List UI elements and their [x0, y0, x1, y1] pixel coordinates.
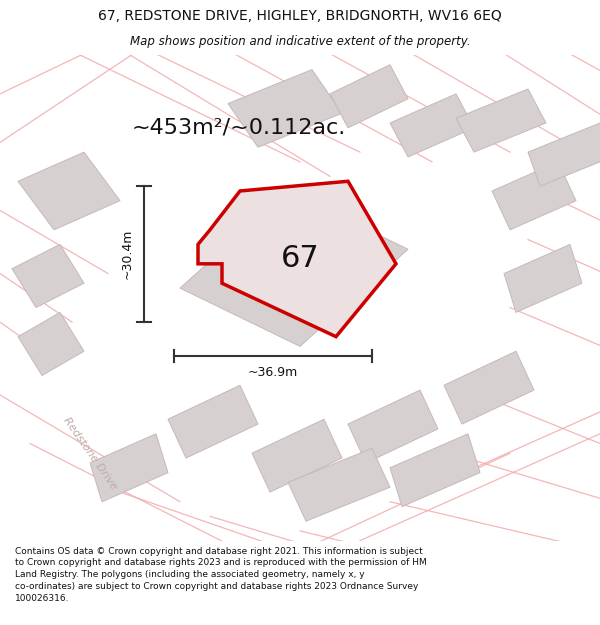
Polygon shape [18, 312, 84, 376]
Polygon shape [90, 434, 168, 502]
Polygon shape [504, 244, 582, 312]
Polygon shape [180, 191, 408, 346]
Text: Map shows position and indicative extent of the property.: Map shows position and indicative extent… [130, 35, 470, 48]
Text: ~453m²/~0.112ac.: ~453m²/~0.112ac. [132, 118, 346, 138]
Polygon shape [18, 152, 120, 230]
Polygon shape [492, 162, 576, 230]
Text: ~36.9m: ~36.9m [248, 366, 298, 379]
Polygon shape [12, 244, 84, 308]
Polygon shape [168, 385, 258, 458]
Polygon shape [348, 390, 438, 463]
Polygon shape [198, 181, 396, 337]
Text: 67: 67 [281, 244, 319, 274]
Polygon shape [528, 123, 600, 186]
Polygon shape [456, 89, 546, 152]
Polygon shape [390, 434, 480, 507]
Polygon shape [330, 65, 408, 128]
Polygon shape [228, 69, 342, 148]
Text: Contains OS data © Crown copyright and database right 2021. This information is : Contains OS data © Crown copyright and d… [15, 546, 427, 602]
Polygon shape [198, 181, 396, 337]
Text: ~30.4m: ~30.4m [120, 229, 133, 279]
Polygon shape [390, 94, 474, 157]
Polygon shape [252, 419, 342, 492]
Text: 67, REDSTONE DRIVE, HIGHLEY, BRIDGNORTH, WV16 6EQ: 67, REDSTONE DRIVE, HIGHLEY, BRIDGNORTH,… [98, 9, 502, 24]
Polygon shape [288, 448, 390, 521]
Polygon shape [444, 351, 534, 424]
Text: Redstone Drive: Redstone Drive [61, 415, 119, 491]
